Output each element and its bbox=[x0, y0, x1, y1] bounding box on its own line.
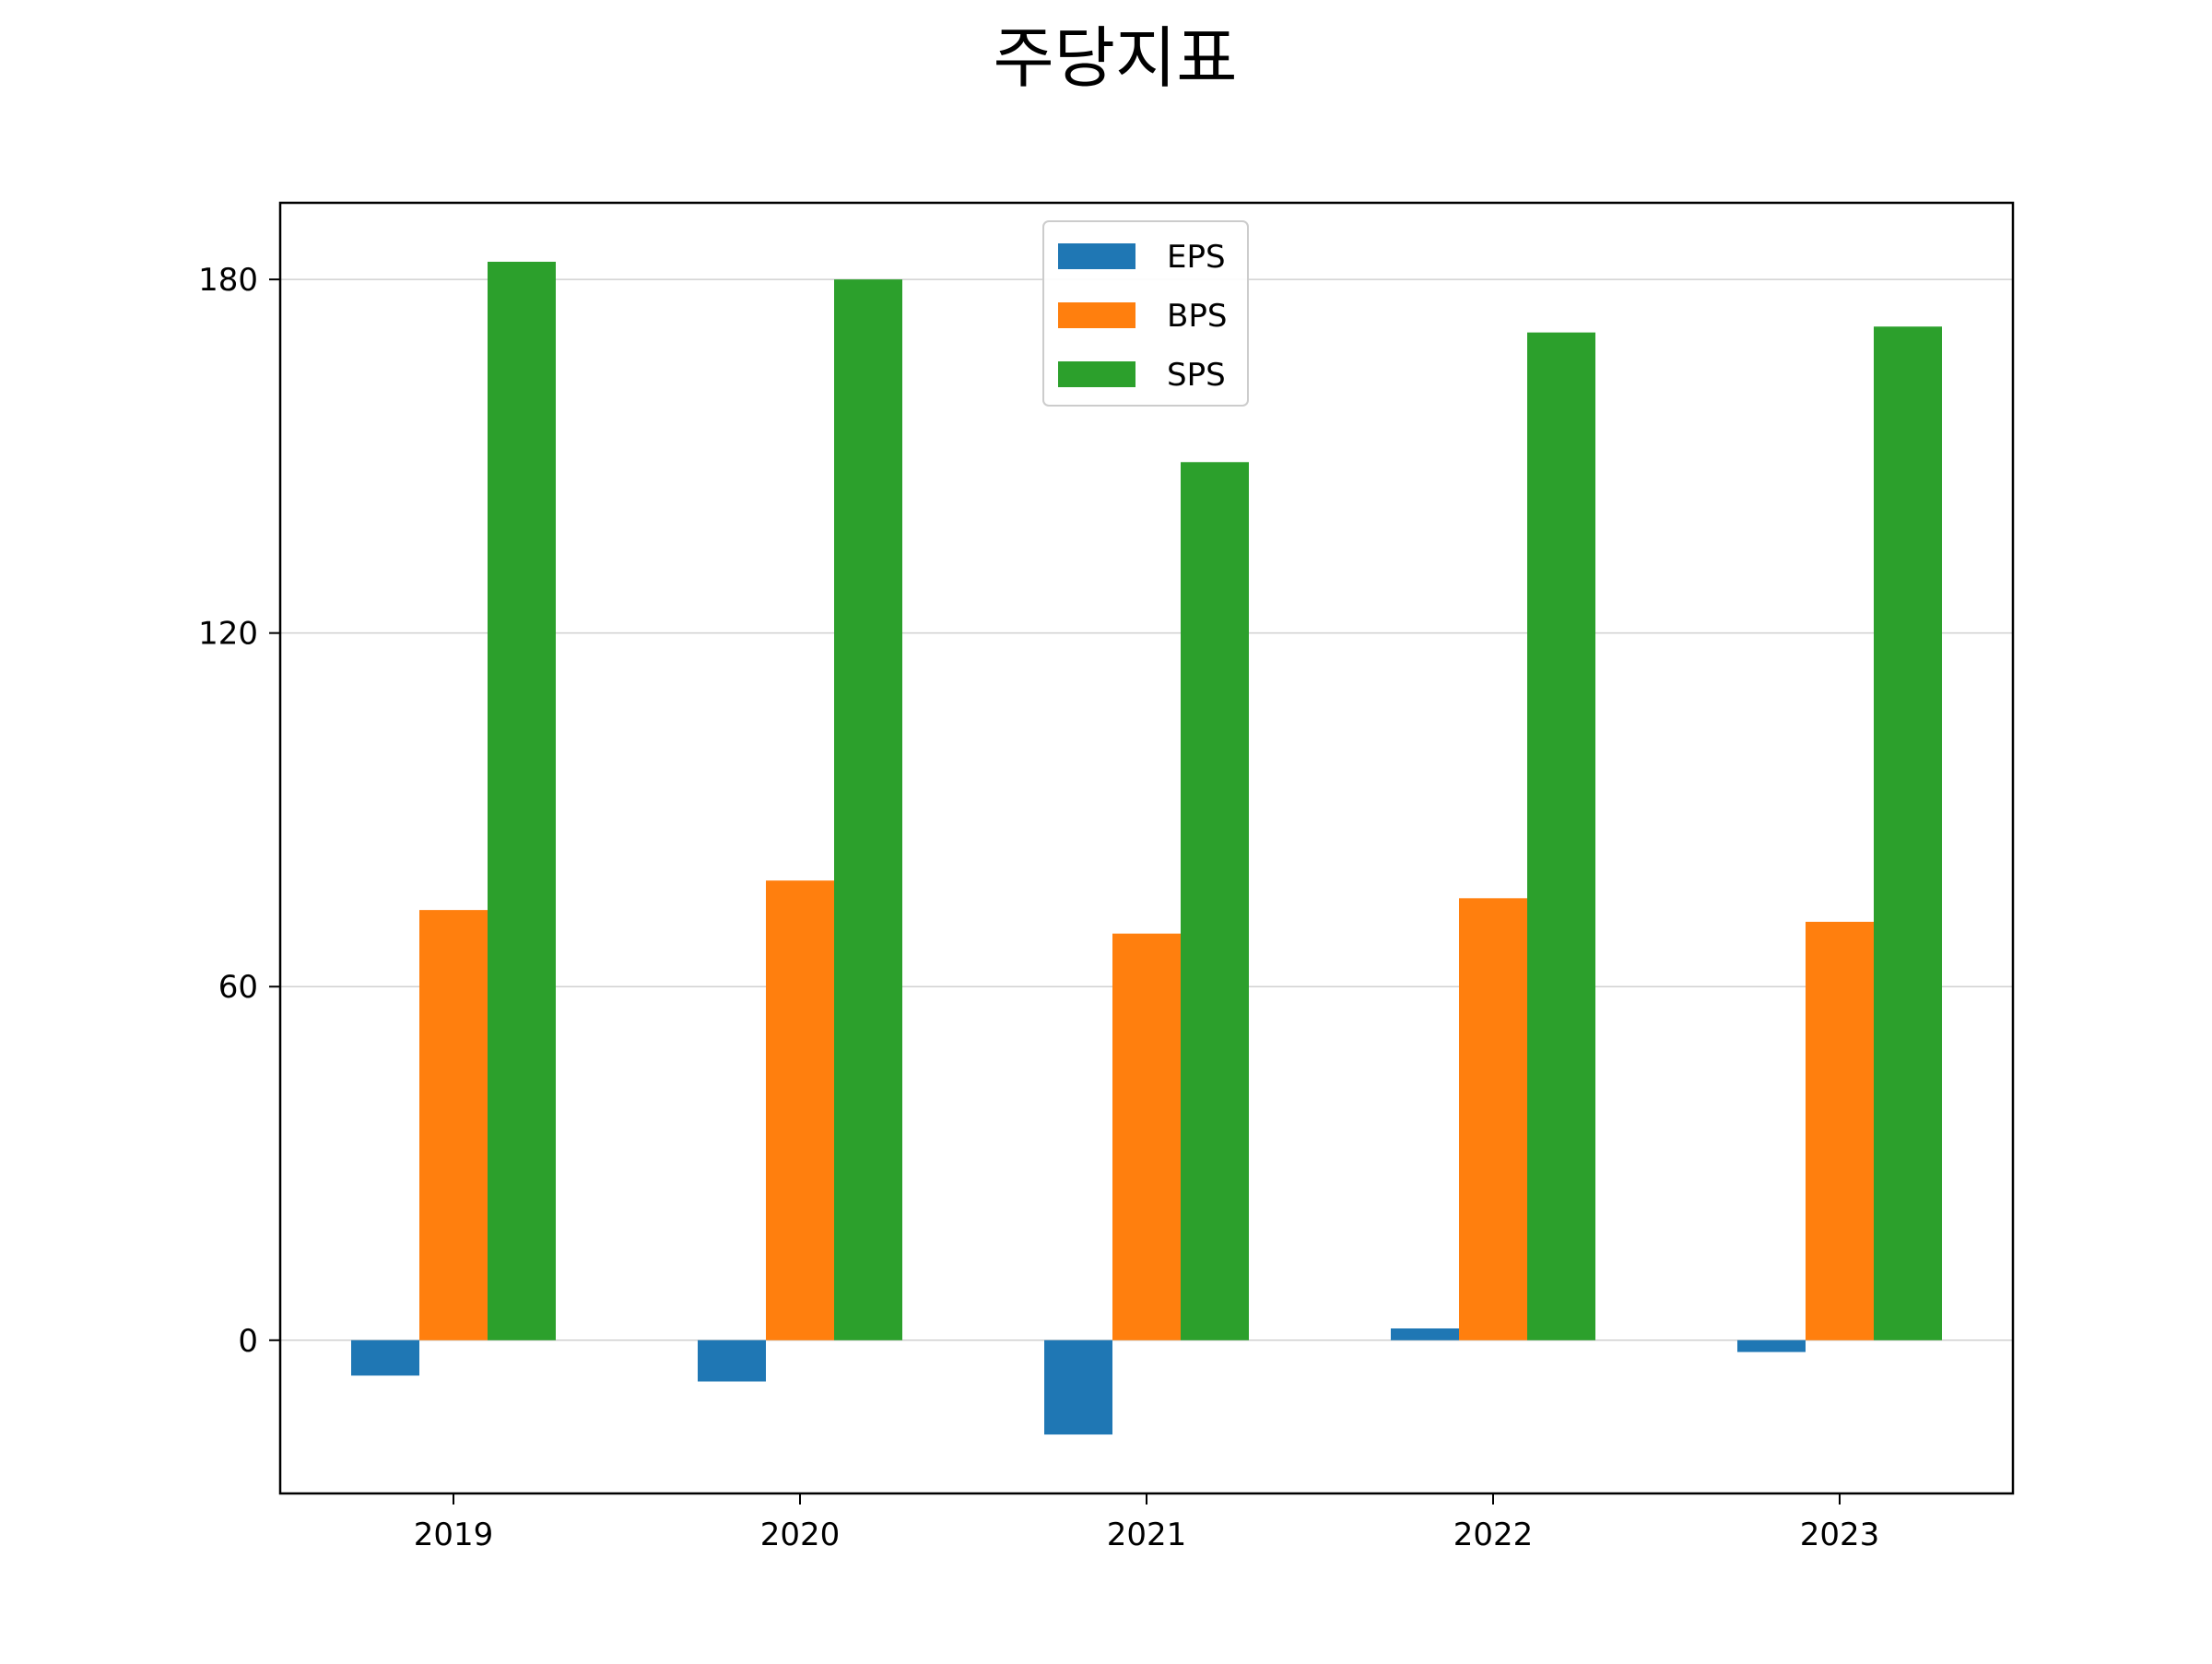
bar-sps-2019 bbox=[488, 261, 556, 1340]
x-tick-label: 2020 bbox=[760, 1516, 841, 1553]
x-tick-label: 2022 bbox=[1453, 1516, 1534, 1553]
y-axis: 0 60 120 180 bbox=[198, 262, 280, 1360]
bar-eps-2019 bbox=[351, 1339, 419, 1376]
legend-swatch-eps bbox=[1058, 243, 1135, 269]
bar-eps-2022 bbox=[1391, 1328, 1459, 1340]
bar-sps-2020 bbox=[834, 279, 902, 1340]
legend-swatch-bps bbox=[1058, 302, 1135, 328]
x-tick-label: 2019 bbox=[414, 1516, 494, 1553]
y-tick-label: 0 bbox=[238, 1323, 258, 1360]
legend[interactable]: EPS BPS SPS bbox=[1042, 220, 1249, 407]
x-axis: 2019 2020 2021 2022 2023 bbox=[414, 1493, 1880, 1553]
bar-bps-2023 bbox=[1806, 921, 1874, 1340]
bar-bps-2020 bbox=[766, 880, 834, 1340]
bar-bps-2022 bbox=[1459, 898, 1527, 1340]
legend-label-eps: EPS bbox=[1167, 239, 1226, 276]
bar-bps-2019 bbox=[419, 910, 488, 1340]
legend-swatch-sps bbox=[1058, 361, 1135, 387]
bar-sps-2021 bbox=[1181, 462, 1249, 1340]
legend-label-bps: BPS bbox=[1167, 298, 1227, 335]
legend-label-sps: SPS bbox=[1167, 357, 1226, 394]
chart-title: 주당지표 bbox=[994, 19, 1238, 97]
x-tick-label: 2023 bbox=[1800, 1516, 1880, 1553]
bar-eps-2023 bbox=[1737, 1339, 1806, 1352]
bars bbox=[351, 261, 1942, 1435]
y-tick-label: 60 bbox=[218, 969, 258, 1006]
bar-sps-2023 bbox=[1874, 326, 1942, 1340]
y-tick-label: 120 bbox=[198, 616, 258, 653]
y-tick-label: 180 bbox=[198, 262, 258, 299]
bar-eps-2021 bbox=[1044, 1339, 1112, 1435]
x-tick-label: 2021 bbox=[1107, 1516, 1187, 1553]
bar-sps-2022 bbox=[1527, 332, 1595, 1340]
bar-bps-2021 bbox=[1112, 933, 1181, 1340]
bar-eps-2020 bbox=[698, 1339, 766, 1382]
